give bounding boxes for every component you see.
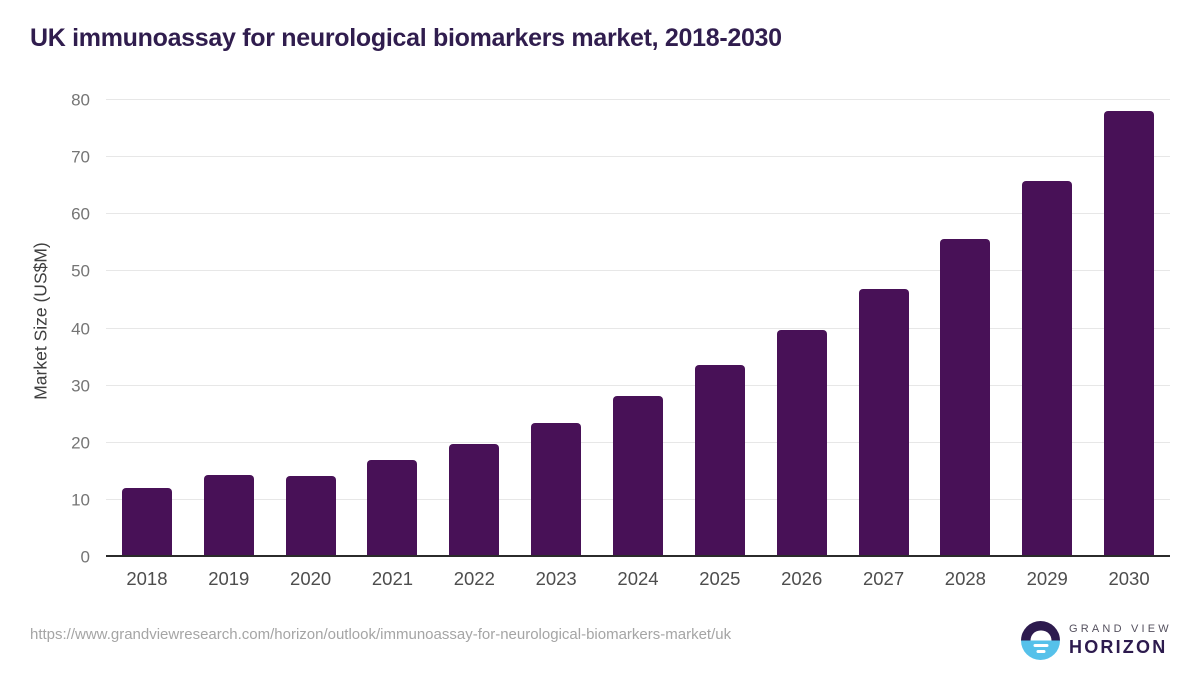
- x-tick-label: 2029: [1026, 568, 1068, 589]
- x-tick-label: 2020: [290, 568, 332, 589]
- bar-2022[interactable]: [449, 443, 500, 557]
- sun-reflection-line: [1036, 649, 1045, 653]
- bar-2025[interactable]: [694, 365, 745, 557]
- gridline: [106, 270, 1170, 272]
- sun-reflection-line: [1033, 643, 1048, 647]
- gridline: [106, 384, 1170, 386]
- x-tick-label: 2027: [862, 568, 905, 589]
- chart-title: UK immunoassay for neurological biomarke…: [30, 24, 782, 52]
- bar-2026[interactable]: [776, 330, 827, 557]
- brand-logo-link[interactable]: GRAND VIEW HORIZON: [1021, 621, 1172, 660]
- sun-icon: [1030, 630, 1051, 641]
- y-tick-label: 80: [71, 90, 90, 110]
- x-tick-label: 2021: [371, 568, 414, 589]
- bar-2020[interactable]: [285, 476, 336, 557]
- y-tick-label: 0: [80, 547, 90, 567]
- y-tick-label: 40: [71, 319, 90, 338]
- bar-2024[interactable]: [613, 396, 663, 557]
- source-url: https://www.grandviewresearch.com/horizo…: [30, 626, 732, 643]
- x-tick-label: 2024: [617, 568, 659, 589]
- y-axis-title: Market Size (US$M): [30, 242, 51, 400]
- gridline: [106, 327, 1170, 329]
- bar-2027[interactable]: [858, 289, 909, 557]
- horizon-sunset-icon: [1021, 621, 1060, 660]
- x-tick-label: 2019: [208, 568, 250, 589]
- gridline: [106, 213, 1170, 215]
- x-tick-label: 2022: [453, 568, 495, 589]
- x-tick-label: 2030: [1108, 568, 1150, 589]
- y-tick-label: 20: [71, 433, 90, 453]
- bar-2023[interactable]: [531, 422, 582, 557]
- x-tick-label: 2026: [781, 568, 823, 589]
- bar-2021[interactable]: [367, 460, 418, 557]
- logo-text: GRAND VIEW HORIZON: [1069, 623, 1172, 658]
- x-tick-label: 2023: [535, 568, 577, 589]
- gridline: [106, 156, 1170, 158]
- gridline: [106, 99, 1170, 100]
- plot-area: 0 10 20 30 40 50 60 70 80 2018 2019 2020 2021 2022 202…: [71, 85, 1170, 588]
- y-tick-label: 50: [71, 261, 90, 281]
- x-tick-label: 2025: [699, 568, 741, 589]
- bar-2018[interactable]: [121, 488, 172, 557]
- y-tick-label: 60: [71, 204, 90, 224]
- logo-text-grand-view: GRAND VIEW: [1069, 623, 1172, 635]
- y-tick-label: 70: [71, 147, 90, 167]
- y-tick-label: 30: [71, 376, 90, 396]
- x-axis-line: [106, 555, 1170, 557]
- logo-text-horizon: HORIZON: [1069, 637, 1168, 657]
- bar-2029[interactable]: [1022, 180, 1073, 557]
- bar-2019[interactable]: [203, 475, 254, 557]
- bar-2030[interactable]: [1104, 110, 1155, 557]
- y-tick-label: 10: [71, 490, 90, 510]
- x-tick-label: 2028: [944, 568, 986, 589]
- bar-2028[interactable]: [940, 238, 991, 557]
- x-tick-label: 2018: [126, 568, 168, 589]
